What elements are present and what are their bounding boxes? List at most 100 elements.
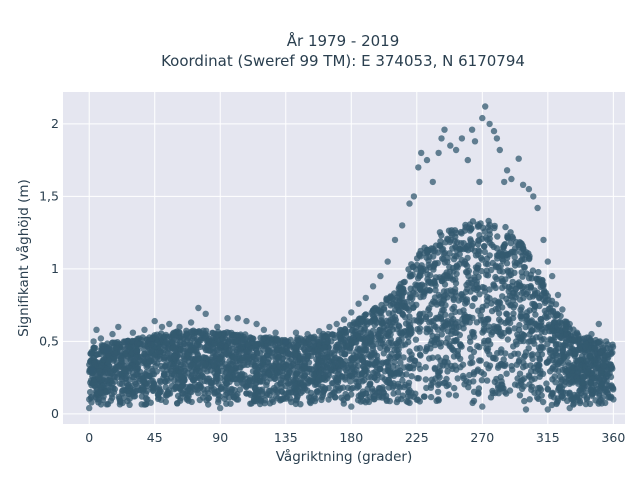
scatter-point <box>212 375 220 382</box>
scatter-point <box>484 297 491 304</box>
scatter-point <box>368 351 375 359</box>
scatter-point <box>180 378 187 385</box>
scatter-point <box>346 347 353 354</box>
scatter-point <box>471 295 478 302</box>
scatter-point <box>305 379 312 386</box>
scatter-point <box>532 311 539 318</box>
scatter-point <box>202 360 209 368</box>
scatter-point <box>334 360 341 367</box>
scatter-point <box>194 362 202 369</box>
scatter-point <box>387 302 394 309</box>
scatter-point <box>508 362 515 370</box>
scatter-point <box>177 346 185 353</box>
scatter-point <box>468 126 476 133</box>
scatter-point <box>314 362 321 369</box>
scatter-point <box>352 375 359 382</box>
scatter-point <box>450 296 457 304</box>
scatter-point <box>402 381 409 389</box>
scatter-point <box>479 403 486 410</box>
scatter-point <box>530 300 538 308</box>
scatter-point <box>127 344 134 351</box>
scatter-point <box>214 331 222 338</box>
scatter-point <box>524 289 531 296</box>
scatter-point <box>470 388 478 395</box>
scatter-point <box>378 301 385 309</box>
scatter-point <box>425 305 433 312</box>
scatter-point <box>292 329 300 336</box>
scatter-point <box>554 291 562 299</box>
scatter-point <box>521 397 528 405</box>
scatter-point <box>408 373 415 380</box>
scatter-point <box>517 282 524 289</box>
scatter-point <box>442 354 450 361</box>
scatter-point <box>410 193 418 200</box>
scatter-point <box>444 328 452 335</box>
scatter-point <box>518 313 525 320</box>
scatter-point <box>602 338 610 345</box>
scatter-point <box>488 241 495 248</box>
scatter-point <box>103 388 110 395</box>
scatter-point <box>398 395 405 403</box>
scatter-point <box>399 222 406 229</box>
scatter-point <box>568 362 575 370</box>
scatter-point <box>544 258 551 265</box>
scatter-point <box>370 393 377 401</box>
scatter-point <box>116 397 124 404</box>
scatter-point <box>215 399 222 406</box>
scatter-point <box>227 360 234 367</box>
scatter-point <box>541 299 549 306</box>
scatter-point <box>341 351 349 358</box>
scatter-point <box>260 356 267 363</box>
scatter-point <box>234 315 241 322</box>
scatter-point <box>242 331 249 338</box>
scatter-point <box>105 358 112 365</box>
scatter-point <box>349 326 356 334</box>
scatter-point <box>202 310 209 317</box>
scatter-point <box>354 321 362 328</box>
scatter-point <box>224 315 231 322</box>
scatter-point <box>469 218 477 225</box>
scatter-point <box>438 331 445 338</box>
scatter-point <box>566 349 573 356</box>
scatter-point <box>582 343 589 351</box>
scatter-point <box>478 256 486 263</box>
scatter-point <box>196 396 203 404</box>
scatter-point <box>483 271 490 278</box>
scatter-point <box>232 331 239 339</box>
scatter-point <box>170 371 178 378</box>
scatter-point <box>160 374 167 381</box>
scatter-point <box>580 379 587 387</box>
scatter-point <box>491 378 498 385</box>
scatter-point <box>461 317 469 324</box>
scatter-point <box>544 386 552 393</box>
scatter-point <box>390 382 397 390</box>
scatter-point <box>495 305 502 312</box>
scatter-point <box>416 311 423 319</box>
scatter-point <box>434 354 442 361</box>
scatter-point <box>360 397 367 404</box>
scatter-point <box>480 321 488 328</box>
scatter-point <box>510 304 517 311</box>
scatter-point <box>428 337 436 344</box>
scatter-point <box>515 382 522 389</box>
scatter-point <box>529 351 536 358</box>
scatter-point <box>495 264 502 271</box>
scatter-point <box>134 362 142 370</box>
scatter-point <box>301 372 308 380</box>
scatter-point <box>426 355 433 362</box>
scatter-point <box>596 390 603 397</box>
scatter-point <box>284 366 291 373</box>
scatter-point <box>420 293 427 300</box>
scatter-point <box>592 381 600 389</box>
scatter-point <box>330 389 337 396</box>
scatter-point <box>482 103 489 110</box>
scatter-point <box>588 330 595 338</box>
scatter-point <box>432 274 440 281</box>
scatter-point <box>431 364 439 372</box>
scatter-point <box>273 337 281 344</box>
scatter-point <box>305 353 312 360</box>
scatter-point <box>326 323 333 331</box>
scatter-point <box>315 375 322 383</box>
scatter-point <box>526 307 533 314</box>
scatter-point <box>531 340 538 347</box>
